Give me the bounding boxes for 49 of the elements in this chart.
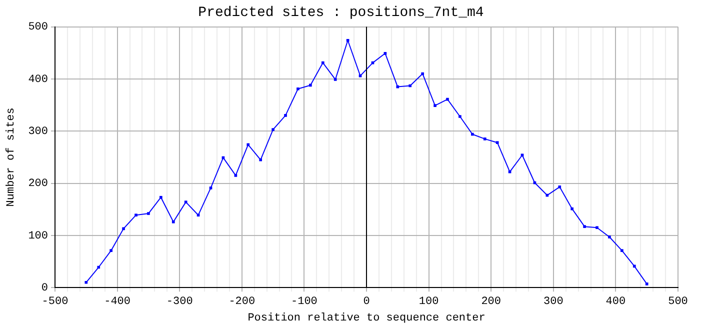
x-tick-label: -300 xyxy=(166,296,193,308)
y-tick-label: 0 xyxy=(41,282,48,295)
x-tick-label: -500 xyxy=(42,296,68,308)
x-tick-label: -400 xyxy=(104,296,131,308)
x-tick-label: 500 xyxy=(668,296,688,308)
point xyxy=(160,196,162,199)
point xyxy=(209,186,212,190)
point xyxy=(632,264,636,268)
y-tick-label: 200 xyxy=(28,178,48,190)
point xyxy=(184,200,188,204)
y-axis-title: Number of sites xyxy=(6,108,18,207)
x-tick-label: 100 xyxy=(418,296,439,308)
point xyxy=(570,207,574,210)
point xyxy=(421,72,424,76)
point xyxy=(446,98,449,101)
point xyxy=(309,84,312,87)
y-tick-label: 100 xyxy=(28,230,48,242)
point xyxy=(172,220,175,224)
point xyxy=(334,78,337,81)
x-tick-label: -200 xyxy=(228,296,256,308)
point xyxy=(496,141,499,144)
chart-title: Predicted sites : positions_7nt_m4 xyxy=(198,5,484,22)
point xyxy=(408,84,412,88)
x-tick-label: 0 xyxy=(363,296,370,308)
point xyxy=(234,174,238,177)
point xyxy=(246,143,250,146)
point xyxy=(122,227,125,230)
x-tick-label: 300 xyxy=(543,296,564,308)
x-tick-label: 400 xyxy=(606,296,626,308)
point xyxy=(259,158,262,162)
point xyxy=(596,226,598,230)
point xyxy=(321,61,324,64)
point xyxy=(196,214,200,217)
point xyxy=(483,138,486,140)
x-axis-title: Position relative to sequence center xyxy=(248,312,486,324)
y-tick-label: 300 xyxy=(28,126,48,138)
x-tick-label: -100 xyxy=(291,296,318,308)
point xyxy=(384,52,387,55)
point xyxy=(97,266,100,269)
y-tick-label: 400 xyxy=(28,74,48,86)
point xyxy=(470,132,474,136)
point xyxy=(645,282,648,286)
point xyxy=(520,154,524,157)
point xyxy=(396,85,400,88)
point xyxy=(346,38,350,42)
point xyxy=(84,280,88,284)
x-tick-label: 200 xyxy=(481,296,502,308)
y-tick-label: 500 xyxy=(28,22,48,34)
point xyxy=(558,186,562,188)
